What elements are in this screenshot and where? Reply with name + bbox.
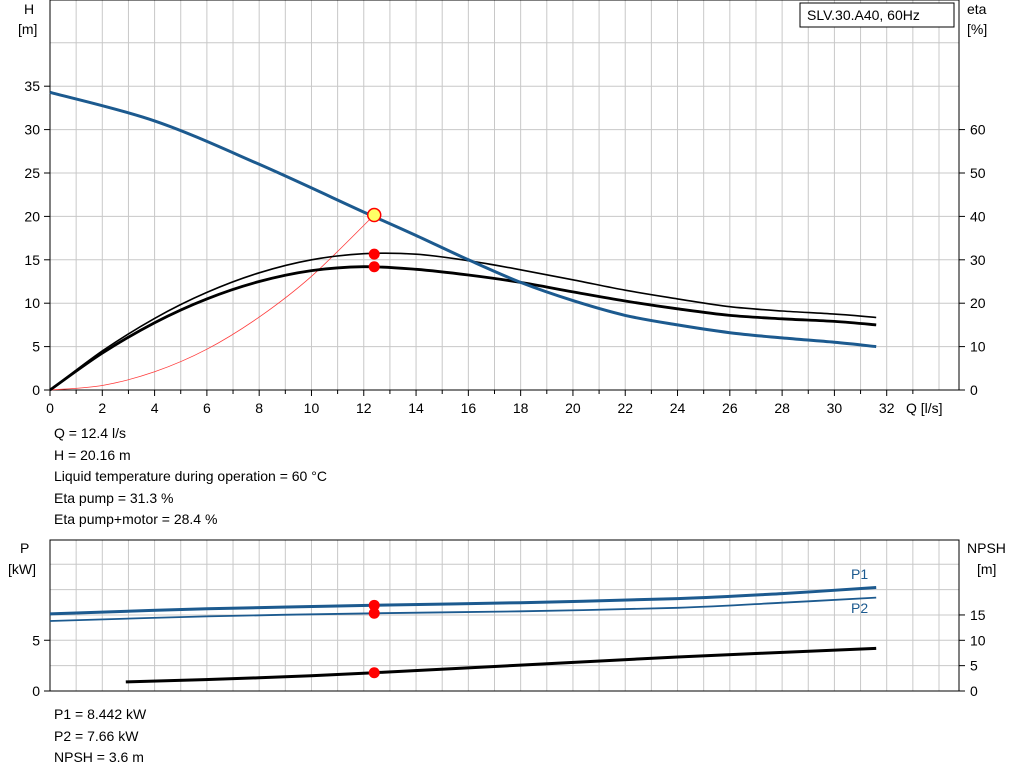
top-chart-frame <box>49 0 960 391</box>
x-tick-label: 22 <box>617 400 633 416</box>
info-npsh: NPSH = 3.6 m <box>54 749 144 765</box>
info-p1: P1 = 8.442 kW <box>54 706 147 722</box>
y-tick-label: 35 <box>24 78 40 94</box>
npsh-tick-label: 0 <box>970 683 978 699</box>
y2-tick-label: 10 <box>970 339 986 355</box>
info-head: H = 20.16 m <box>54 446 131 463</box>
npsh-tick-label: 5 <box>970 658 978 674</box>
bottom-chart-grid <box>50 540 959 691</box>
x-tick-label: 28 <box>774 400 790 416</box>
chart-labels: 0 2 4 6 8 10 12 14 16 18 20 22 24 26 28 30 3205101520253… <box>24 78 985 699</box>
x-tick-label: 32 <box>879 400 895 416</box>
y2-axis-unit: [%] <box>967 21 987 37</box>
p-tick-label: 0 <box>32 683 40 699</box>
npsh-axis-unit: [m] <box>977 561 996 577</box>
duty-point-eta-pump <box>368 248 380 260</box>
top-chart-grid <box>50 0 959 390</box>
p1-series-label: P1 <box>851 566 868 582</box>
y-tick-label: 10 <box>24 295 40 311</box>
y2-tick-label: 40 <box>970 208 986 224</box>
y-tick-label: 5 <box>32 339 40 355</box>
x-tick-label: 30 <box>827 400 843 416</box>
x-tick-label: 10 <box>304 400 320 416</box>
eta-pump-motor-curve <box>49 265 877 392</box>
y-axis-label: H <box>24 1 34 17</box>
info-liquid-temperature: Liquid temperature during operation = 60… <box>54 468 327 484</box>
duty-point-eta-total <box>368 261 380 273</box>
x-tick-label: 4 <box>151 400 159 416</box>
y2-tick-label: 50 <box>970 165 986 181</box>
p-axis-label: P <box>20 540 29 556</box>
p1-curve <box>49 586 877 616</box>
npsh-axis-label: NPSH <box>967 540 1006 556</box>
duty-point-npsh <box>368 667 380 679</box>
x-tick-label: 24 <box>670 400 686 416</box>
duty-point-head <box>366 207 382 223</box>
y-tick-label: 0 <box>32 382 40 398</box>
y2-tick-label: 60 <box>970 122 986 138</box>
x-tick-label: 8 <box>255 400 263 416</box>
p-axis-unit: [kW] <box>8 561 36 577</box>
y-tick-label: 30 <box>24 122 40 138</box>
top-chart-series <box>49 90 877 392</box>
power-info: P1 = 8.442 kW P2 = 7.66 kW NPSH = 3.6 m <box>54 704 146 769</box>
system-curve <box>49 214 375 391</box>
chart-title-box <box>799 2 955 28</box>
info-eta-pump: Eta pump = 31.3 % <box>54 489 174 506</box>
x-axis-label: Q [l/s] <box>906 400 943 416</box>
y2-tick-label: 20 <box>970 295 986 311</box>
x-tick-label: 12 <box>356 400 372 416</box>
info-eta-pump-motor: Eta pump+motor = 28.4 % <box>54 511 218 527</box>
bottom-chart-frame <box>49 539 960 692</box>
y2-tick-label: 0 <box>970 382 978 398</box>
y-tick-label: 20 <box>24 208 40 224</box>
duty-point-p2 <box>368 607 380 619</box>
operating-point-info: Q = 12.4 l/s H = 20.16 m Liquid temperat… <box>54 423 327 531</box>
info-p2: P2 = 7.66 kW <box>54 727 139 744</box>
chart-title: SLV.30.A40, 60Hz <box>807 7 920 23</box>
y-tick-label: 15 <box>24 252 40 268</box>
npsh-curve <box>125 646 877 684</box>
x-tick-label: 18 <box>513 400 529 416</box>
x-tick-label: 20 <box>565 400 581 416</box>
x-tick-label: 16 <box>461 400 477 416</box>
y2-axis-label: eta <box>967 1 987 17</box>
bottom-chart-series <box>49 586 877 684</box>
y-tick-label: 25 <box>24 165 40 181</box>
p-tick-label: 5 <box>32 632 40 648</box>
npsh-tick-label: 10 <box>970 632 986 648</box>
x-tick-label: 26 <box>722 400 738 416</box>
duty-point-p1 <box>368 599 380 611</box>
x-tick-label: 14 <box>408 400 424 416</box>
y-axis-unit: [m] <box>18 21 37 37</box>
y2-tick-label: 30 <box>970 252 986 268</box>
p2-curve <box>49 596 877 622</box>
x-tick-label: 0 <box>46 400 54 416</box>
x-tick-label: 2 <box>98 400 106 416</box>
info-flow: Q = 12.4 l/s <box>54 425 126 441</box>
npsh-tick-label: 15 <box>970 607 986 623</box>
head-curve <box>49 90 877 349</box>
x-tick-label: 6 <box>203 400 211 416</box>
p2-series-label: P2 <box>851 600 868 616</box>
